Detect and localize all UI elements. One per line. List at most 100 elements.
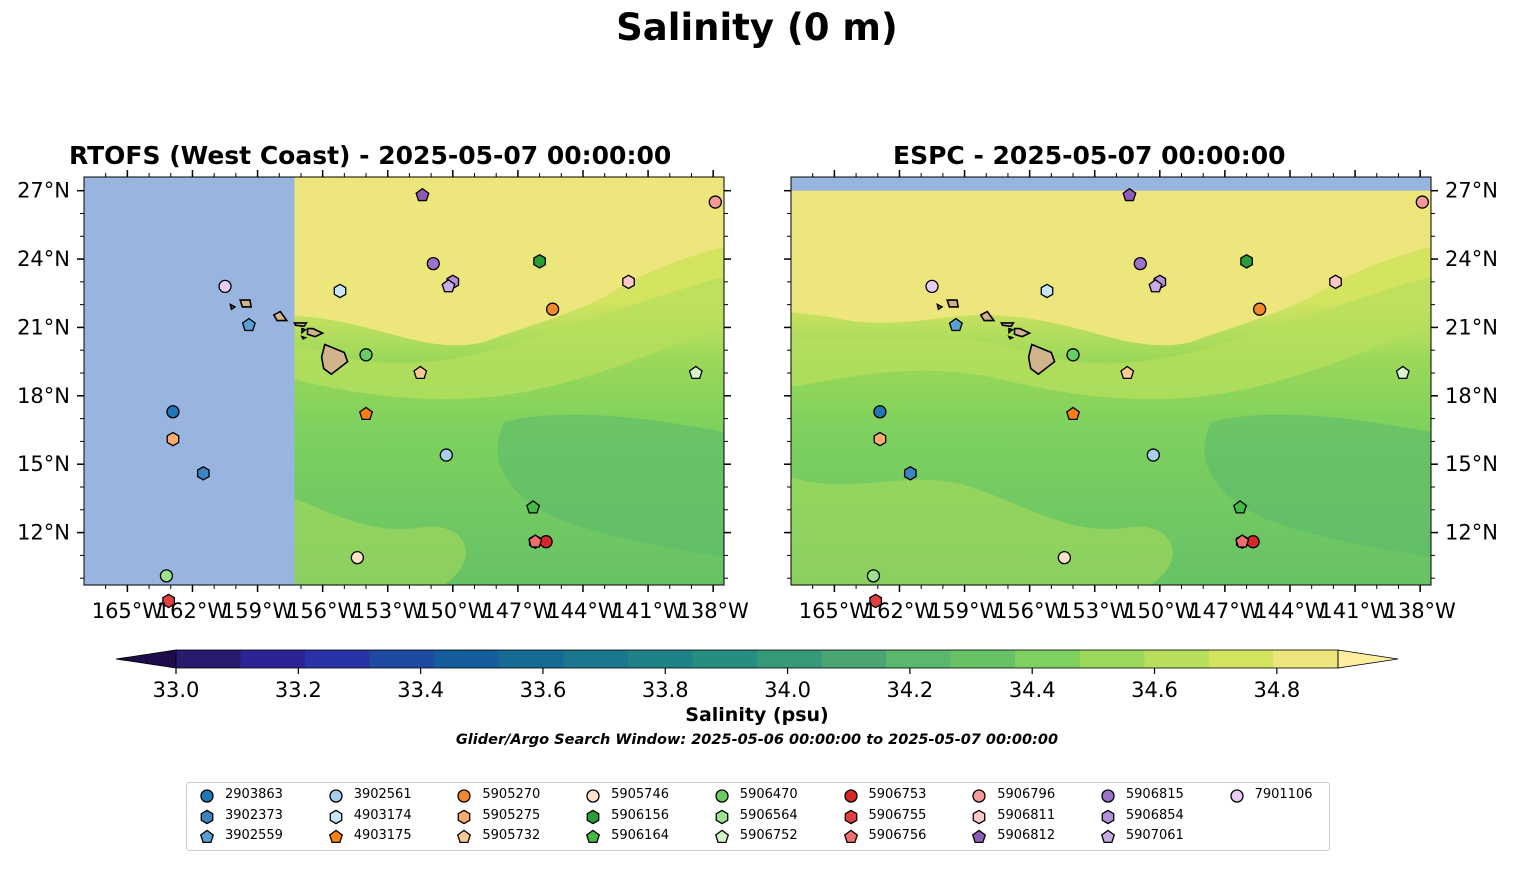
float-marker: [533, 253, 546, 269]
salinity-band: [791, 277, 1431, 400]
lon-tick-label: 147°W: [482, 599, 554, 623]
island-landmass: [320, 343, 349, 376]
colorbar-swatch: [886, 650, 952, 668]
lon-tick-label: 138°W: [1384, 599, 1456, 623]
legend-marker-shape: [715, 809, 729, 824]
lat-tick-label: 24°N: [1445, 247, 1498, 271]
legend-label: 5905746: [611, 787, 669, 802]
legend-marker: [586, 809, 600, 824]
colorbar-swatch: [950, 650, 1016, 668]
legend-marker-shape: [843, 829, 858, 843]
legend-label: 5906854: [1125, 807, 1184, 823]
colorbar-swatch: [176, 650, 242, 668]
lon-tick-label: 144°W: [547, 599, 619, 623]
colorbar-swatch: [305, 650, 371, 668]
island-landmass: [936, 303, 944, 311]
legend-marker-shape: [1100, 829, 1115, 843]
float-marker: [162, 593, 175, 609]
salinity-field: [84, 177, 724, 585]
legend-label: 2903863: [225, 787, 283, 802]
island-landmass: [1007, 335, 1015, 340]
float-marker: [708, 195, 722, 209]
float-marker: [925, 279, 939, 294]
float-marker: [873, 405, 887, 419]
float-marker: [528, 534, 543, 548]
lon-tick-label: 159°W: [222, 599, 294, 623]
colorbar: 33.0 33.2 33.4 33.6 33.8 34.0 34.2 34.4 34.6 34.8: [115, 649, 1399, 702]
legend-marker-shape: [200, 809, 214, 824]
float-marker: [333, 283, 347, 299]
legend-marker-shape: [329, 809, 343, 824]
float-marker: [415, 187, 430, 202]
legend-marker-shape: [586, 789, 600, 803]
legend-label: 5906156: [611, 807, 669, 823]
legend-marker-shape: [200, 789, 214, 803]
legend-label: 4903174: [353, 807, 412, 823]
lon-tick-label: 141°W: [1319, 599, 1391, 623]
lon-tick-label: 156°W: [287, 599, 359, 623]
lat-tick-label: 18°N: [17, 384, 70, 408]
lat-tick-label: 21°N: [1445, 315, 1498, 339]
float-marker: [1122, 187, 1137, 202]
colorbar-swatch: [757, 650, 823, 668]
float-marker: [526, 500, 541, 514]
float-marker: [1133, 256, 1147, 271]
legend-marker: [199, 829, 215, 843]
legend-marker: [329, 789, 343, 803]
float-marker: [426, 256, 440, 271]
map-frame: [790, 176, 1432, 586]
float-marker: [1148, 279, 1163, 293]
float-marker: [413, 365, 428, 380]
legend-marker-shape: [586, 829, 601, 843]
lat-tick-label: 24°N: [17, 247, 70, 271]
legend-marker-shape: [843, 789, 858, 803]
colorbar-swatch: [1015, 650, 1081, 668]
legend-marker-shape: [457, 789, 472, 803]
legend-marker-shape: [1101, 789, 1115, 803]
float-marker: [539, 535, 553, 549]
lat-tick-label: 21°N: [17, 315, 70, 339]
float-marker: [866, 569, 881, 583]
colorbar-swatch: [240, 650, 306, 668]
legend-label: 5906753: [868, 787, 927, 802]
island-landmass: [946, 299, 960, 308]
float-marker: [1120, 365, 1135, 380]
float-marker: [869, 593, 882, 609]
colorbar-swatch: [627, 650, 693, 668]
legend-label: 7901106: [1254, 787, 1313, 802]
legend-marker: [457, 829, 472, 843]
float-marker: [873, 431, 887, 447]
island-landmass: [229, 303, 237, 311]
lon-tick-label: 162°W: [157, 599, 229, 623]
colorbar-swatch: [563, 650, 629, 668]
float-marker: [359, 348, 373, 362]
legend-marker: [200, 809, 214, 824]
legend-marker-shape: [586, 809, 600, 824]
float-marker: [903, 465, 917, 481]
legend-marker: [715, 789, 729, 803]
legend-label: 4903175: [353, 828, 412, 843]
colorbar-tick-label: 34.6: [1131, 678, 1178, 702]
legend-marker: [843, 829, 858, 843]
legend-marker: [715, 809, 729, 824]
float-marker: [1246, 535, 1260, 549]
island-landmass: [1013, 327, 1032, 338]
legend-marker-shape: [714, 829, 729, 843]
colorbar-tick-label: 33.4: [397, 678, 444, 702]
legend-label: 5906811: [997, 807, 1056, 823]
panel-title-espc: ESPC - 2025-05-07 00:00:00: [893, 141, 1286, 170]
legend-label: 5905270: [482, 787, 541, 802]
map-frame: [83, 176, 725, 586]
colorbar-swatch: [821, 650, 887, 668]
colorbar-swatch: [498, 650, 564, 668]
float-marker: [350, 550, 365, 565]
colorbar-swatch: [1079, 650, 1145, 668]
float-marker: [166, 431, 180, 447]
float-marker: [545, 302, 560, 316]
lon-tick-label: 141°W: [612, 599, 684, 623]
lon-tick-label: 153°W: [352, 599, 424, 623]
legend-marker: [843, 789, 858, 803]
legend-marker: [972, 809, 986, 824]
colorbar-tick-label: 33.6: [520, 678, 567, 702]
float-marker: [196, 465, 210, 481]
